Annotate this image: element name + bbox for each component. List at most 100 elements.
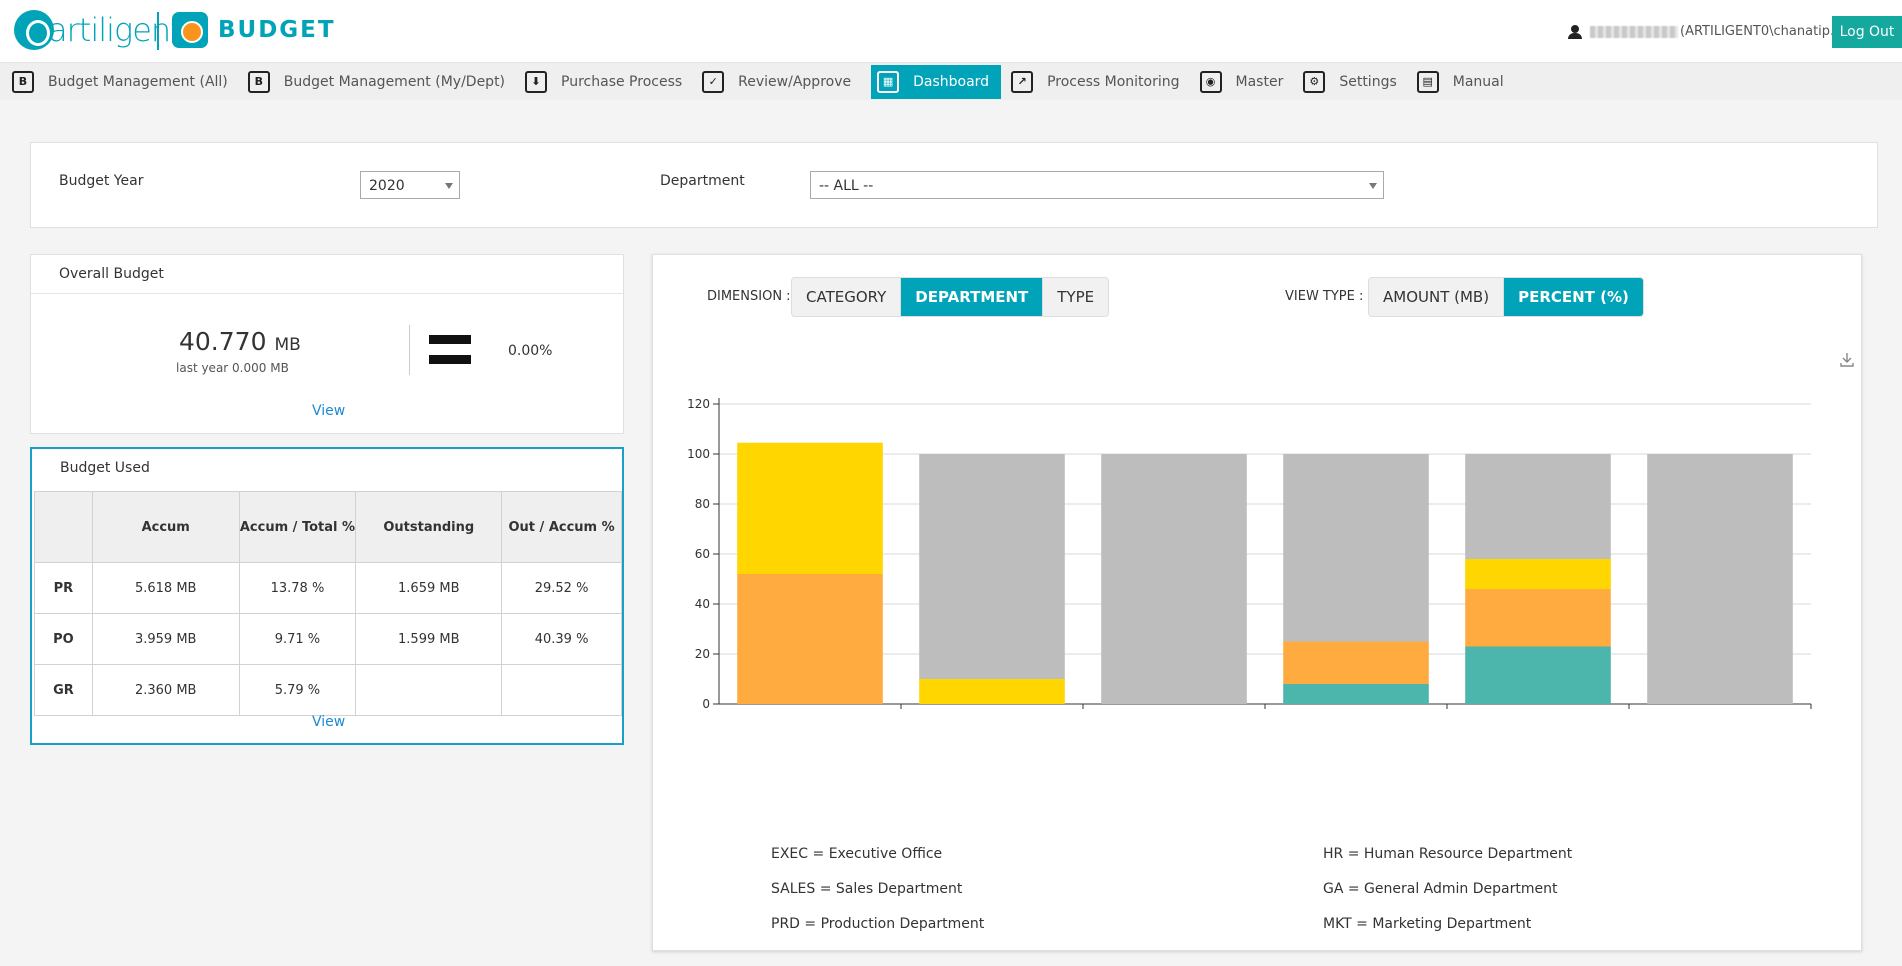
view-percent-button[interactable]: PERCENT (%) <box>1504 278 1643 316</box>
bar-segment <box>737 442 883 574</box>
department-value: -- ALL -- <box>819 178 874 194</box>
table-row: PR 5.618 MB 13.78 % 1.659 MB 29.52 % <box>34 562 622 614</box>
user-info: (ARTILIGENT0\chanatip.s) <box>1568 24 1846 39</box>
department-stacked-bar-chart: 020406080100120EXECSALESPRDHRGAMKT <box>687 397 1812 711</box>
y-tick-label: 0 <box>702 697 710 711</box>
nav-item-dashboard[interactable]: ▦ Dashboard <box>871 64 1002 99</box>
app-name: BUDGET <box>218 17 336 43</box>
nav-item-label: Manual <box>1452 73 1504 90</box>
table-row: PO 3.959 MB 9.71 % 1.599 MB 40.39 % <box>34 613 622 665</box>
artiligent-logo[interactable]: artiligent <box>14 10 183 50</box>
nav-item-label: Settings <box>1339 73 1397 90</box>
nav-item-process-monitoring[interactable]: ↗ Process Monitoring <box>1011 65 1189 99</box>
department-label: Department <box>660 173 745 189</box>
legend-item: SALES = Sales Department <box>771 881 963 897</box>
cell-accum: 3.959 MB <box>91 613 240 665</box>
budget-used-view-link[interactable]: View <box>312 714 346 730</box>
nav-item-label: Budget Management (My/Dept) <box>283 73 506 90</box>
cell-accum: 5.618 MB <box>91 562 240 614</box>
nav-item-label: Budget Management (All) <box>48 73 228 90</box>
bar-segment <box>1465 589 1611 647</box>
logout-button[interactable]: Log Out <box>1832 16 1902 48</box>
nav-item-budget-management-my-dept[interactable]: B Budget Management (My/Dept) <box>247 65 515 99</box>
download-icon[interactable] <box>1839 352 1855 368</box>
nav-item-label: Review/Approve <box>738 73 852 90</box>
panel-divider <box>31 293 623 294</box>
overall-amount-value: 40.770 <box>179 327 267 356</box>
bar-segment <box>919 454 1065 679</box>
cell-accum-total: 5.79 % <box>238 664 357 716</box>
column-header: Accum / Total % <box>238 491 357 563</box>
view-type-label: VIEW TYPE : <box>1285 289 1364 304</box>
gear-icon: ⚙ <box>1303 70 1326 93</box>
purchase-icon: ⬇ <box>525 70 548 93</box>
y-tick-label: 100 <box>687 447 710 461</box>
dimension-category-button[interactable]: CATEGORY <box>792 278 902 316</box>
equal-icon <box>429 335 471 365</box>
cell-outstanding: 1.659 MB <box>355 562 503 614</box>
user-icon <box>1568 24 1582 39</box>
column-header: Out / Accum % <box>501 491 622 563</box>
bar-segment <box>1283 641 1429 684</box>
bar-segment <box>737 574 883 704</box>
row-name: PO <box>34 613 93 665</box>
cell-accum-total: 9.71 % <box>238 613 357 665</box>
y-tick-label: 60 <box>695 547 710 561</box>
row-name: PR <box>34 562 93 614</box>
budget-logo[interactable]: BUDGET <box>172 12 336 48</box>
chevron-down-icon <box>1369 183 1377 189</box>
nav-item-settings[interactable]: ⚙ Settings <box>1303 65 1406 99</box>
overall-last-year: last year 0.000 MB <box>176 361 289 375</box>
nav-item-label: Process Monitoring <box>1047 73 1180 90</box>
dimension-label: DIMENSION : <box>707 289 791 304</box>
budget-b-icon: B <box>247 70 270 93</box>
column-header <box>34 491 93 563</box>
nav-item-label: Dashboard <box>913 73 990 90</box>
nav-item-review-approve[interactable]: ✓ Review/Approve <box>702 65 861 99</box>
overall-amount-unit: MB <box>274 335 301 355</box>
dashboard-icon: ▦ <box>877 70 900 93</box>
nav-item-master[interactable]: ◉ Master <box>1199 65 1294 99</box>
legend-item: MKT = Marketing Department <box>1323 916 1532 932</box>
department-select[interactable]: -- ALL -- <box>810 171 1384 199</box>
column-header: Outstanding <box>355 491 503 563</box>
nav-item-purchase-process[interactable]: ⬇ Purchase Process <box>525 65 692 99</box>
filter-panel: Budget Year 2020 Department -- ALL -- <box>30 142 1878 228</box>
check-icon: ✓ <box>702 70 725 93</box>
nav-item-budget-management-all[interactable]: B Budget Management (All) <box>12 65 238 99</box>
cell-accum-total: 13.78 % <box>238 562 357 614</box>
view-amount-button[interactable]: AMOUNT (MB) <box>1369 278 1505 316</box>
main-nav: B Budget Management (All) B Budget Manageme… <box>0 62 1902 100</box>
bar-segment <box>1465 454 1611 559</box>
budget-year-value: 2020 <box>369 178 405 194</box>
chevron-down-icon <box>445 183 453 189</box>
bar-segment <box>1465 646 1611 704</box>
overall-separator <box>409 325 410 375</box>
y-tick-label: 20 <box>695 647 710 661</box>
nav-item-label: Master <box>1235 73 1284 90</box>
dimension-type-button[interactable]: TYPE <box>1043 278 1109 316</box>
dimension-department-button[interactable]: DEPARTMENT <box>901 278 1044 316</box>
logo-separator <box>157 12 159 50</box>
y-tick-label: 40 <box>695 597 710 611</box>
bar-segment <box>1101 454 1247 704</box>
budget-b-icon: B <box>12 70 34 93</box>
cell-out-accum <box>501 664 622 716</box>
legend-item: PRD = Production Department <box>771 916 985 932</box>
master-icon: ◉ <box>1199 70 1222 93</box>
table-header-row: Accum Accum / Total % Outstanding Out / … <box>34 491 622 563</box>
cell-outstanding: 1.599 MB <box>355 613 503 665</box>
overall-budget-panel: Overall Budget 40.770 MB last year 0.000… <box>30 254 624 434</box>
cell-accum: 2.360 MB <box>91 664 240 716</box>
table-row: GR 2.360 MB 5.79 % <box>34 664 622 716</box>
cell-outstanding <box>355 664 503 716</box>
bar-segment <box>1283 684 1429 704</box>
user-name-redacted <box>1590 25 1678 38</box>
overall-change-percent: 0.00% <box>508 343 553 359</box>
column-header: Accum <box>91 491 240 563</box>
user-account: (ARTILIGENT0\chanatip.s) <box>1680 24 1847 39</box>
overall-view-link[interactable]: View <box>312 403 346 419</box>
nav-item-manual[interactable]: ▤ Manual <box>1416 65 1514 99</box>
y-tick-label: 120 <box>687 397 710 411</box>
budget-year-select[interactable]: 2020 <box>360 171 460 199</box>
